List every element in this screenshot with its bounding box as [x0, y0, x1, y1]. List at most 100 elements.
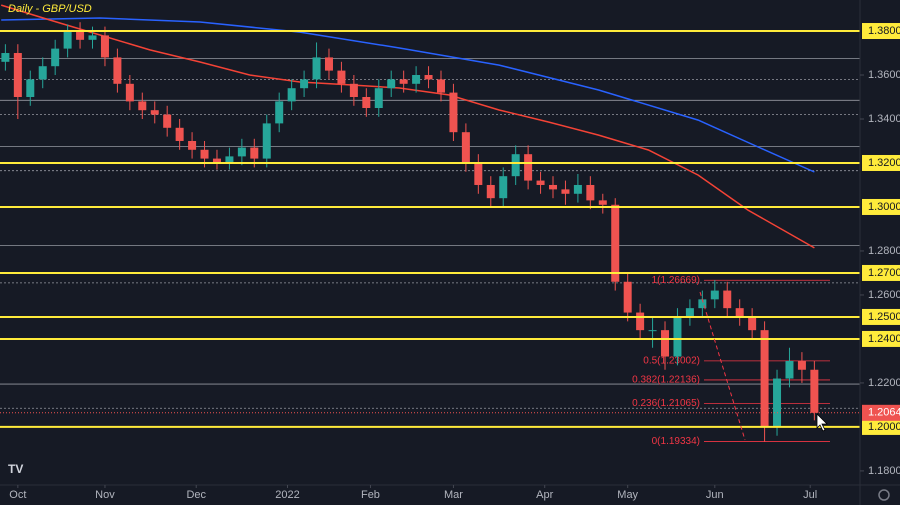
fib-label: 0.382(1.22136): [632, 375, 700, 386]
candle-body: [773, 378, 782, 427]
y-tick-label: 1.25000: [868, 311, 900, 323]
candle-body: [125, 83, 134, 102]
candle-body: [698, 299, 707, 309]
moving-average: [0, 4, 815, 249]
chart-title: Daily - GBP/USD: [8, 3, 92, 15]
plot-layer: 1(1.26669) 0.5(1.23002) 0.382(1.22136) 0.23…: [0, 4, 860, 447]
candle-body: [673, 316, 682, 357]
candle-body: [648, 330, 657, 332]
candle-body: [63, 31, 72, 49]
candle-body: [1, 53, 10, 62]
candle-body: [250, 147, 259, 159]
candle-body: [474, 162, 483, 185]
svg-text:TV: TV: [8, 462, 23, 476]
candle-body: [324, 57, 333, 71]
y-tick-label: 1.30000: [868, 201, 900, 213]
candle-body: [511, 154, 520, 177]
y-tick-highlight: [862, 154, 900, 171]
x-tick-label: Jul: [803, 489, 817, 501]
candle-body: [760, 330, 769, 427]
candle-body: [275, 101, 284, 124]
candle-body: [163, 114, 172, 128]
candle-body: [13, 53, 22, 97]
candle-body: [51, 48, 60, 67]
candle-body: [399, 79, 408, 84]
candle-body: [100, 35, 109, 58]
candle-body: [374, 88, 383, 108]
y-tick-label: 1.24000: [868, 333, 900, 345]
candle-body: [536, 180, 545, 185]
x-tick-label: Jun: [706, 489, 724, 501]
candle-body: [300, 79, 309, 89]
y-tick-label: 1.28000: [868, 245, 900, 257]
settings-icon[interactable]: [878, 489, 890, 501]
candle-body: [337, 70, 346, 84]
candle-body: [88, 35, 97, 40]
candle-body: [225, 156, 234, 163]
y-tick-label: 1.20000: [868, 421, 900, 433]
candle-body: [549, 184, 558, 190]
candle-body: [362, 97, 371, 108]
moving-average: [1, 17, 815, 173]
y-tick-highlight: [862, 23, 900, 40]
candle-body: [449, 92, 458, 133]
candle-body: [785, 360, 794, 379]
candle-body: [561, 189, 570, 194]
candle-body: [138, 101, 147, 111]
candle-body: [586, 184, 595, 201]
y-tick-label: 1.26000: [868, 289, 900, 301]
fib-label: 0.5(1.23002): [643, 356, 700, 367]
candle-body: [573, 184, 582, 194]
candle-body: [748, 316, 757, 331]
x-tick-label: Oct: [9, 489, 26, 501]
fib-label: 0.236(1.21065): [632, 398, 700, 409]
fib-label: 1(1.26669): [652, 275, 700, 286]
candle-body: [200, 149, 209, 159]
y-tick-label: 1.22000: [868, 377, 900, 389]
candle-body: [150, 110, 159, 115]
candle-body: [598, 200, 607, 205]
candle-body: [611, 204, 620, 282]
candle-body: [636, 312, 645, 331]
candle-body: [735, 308, 744, 317]
candle-body: [76, 31, 85, 40]
y-tick-highlight: [862, 264, 900, 281]
y-tick-label: 1.32000: [868, 157, 900, 169]
candle-body: [262, 123, 271, 159]
y-tick-label: 1.34000: [868, 113, 900, 125]
candle-body: [113, 57, 122, 84]
candle-body: [349, 83, 358, 97]
logo: TV: [6, 462, 28, 476]
last-price-label: 1.20642: [868, 407, 900, 419]
x-tick-label: Mar: [444, 489, 463, 501]
y-tick-label: 1.38000: [868, 25, 900, 37]
candle-body: [623, 281, 632, 313]
candle-body: [723, 290, 732, 309]
candle-body: [287, 88, 296, 102]
y-tick-highlight: [862, 418, 900, 435]
candle-body: [810, 369, 819, 413]
candle-body: [685, 308, 694, 317]
x-tick-label: Apr: [536, 489, 553, 501]
candle-body: [797, 360, 806, 370]
candle-body: [237, 147, 246, 157]
candle-body: [312, 57, 321, 80]
fib-label: 0(1.19334): [652, 436, 700, 447]
candle-body: [212, 158, 221, 163]
cursor: [816, 413, 828, 432]
candle-body: [188, 140, 197, 150]
candle-body: [710, 290, 719, 300]
y-tick-label: 1.36000: [868, 69, 900, 81]
candle-body: [387, 79, 396, 89]
y-tick-highlight: [862, 198, 900, 215]
candle-body: [524, 154, 533, 181]
x-tick-label: 2022: [275, 489, 299, 501]
y-tick-highlight: [862, 308, 900, 325]
candle-body: [436, 79, 445, 93]
candle-body: [424, 75, 433, 80]
y-tick-highlight: [862, 330, 900, 347]
x-tick-label: May: [617, 489, 638, 501]
x-tick-label: Dec: [186, 489, 206, 501]
